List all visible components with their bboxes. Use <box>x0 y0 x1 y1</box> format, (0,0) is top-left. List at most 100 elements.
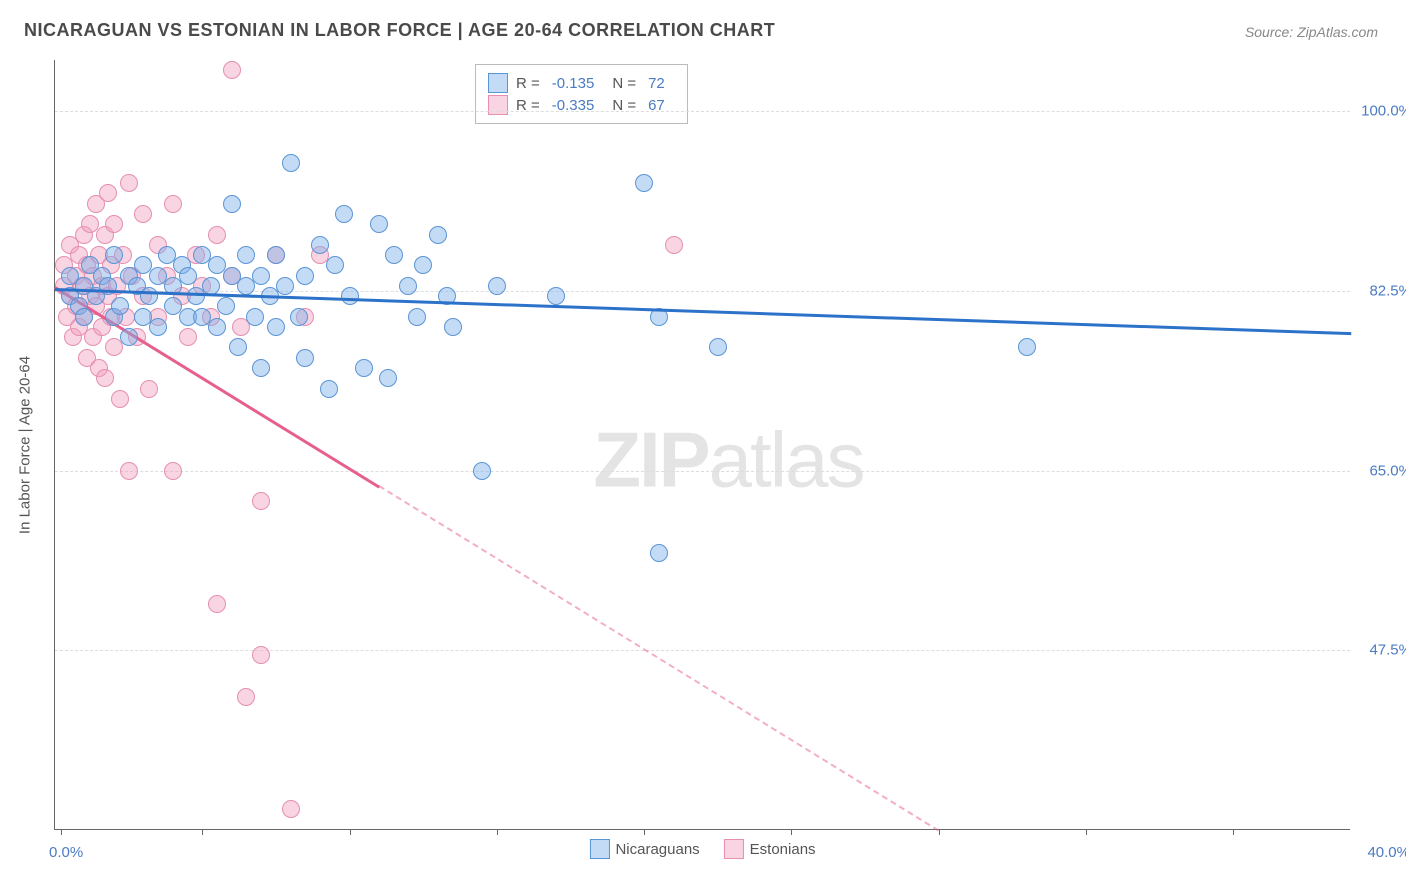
scatter-point <box>252 646 270 664</box>
scatter-point <box>665 236 683 254</box>
y-tick-label: 65.0% <box>1369 462 1406 479</box>
scatter-point <box>290 308 308 326</box>
y-tick-label: 100.0% <box>1361 103 1406 120</box>
scatter-point <box>379 369 397 387</box>
scatter-point <box>547 287 565 305</box>
y-tick-label: 82.5% <box>1369 283 1406 300</box>
legend-n-label: N = <box>612 75 636 92</box>
scatter-point <box>208 595 226 613</box>
scatter-point <box>276 277 294 295</box>
legend-swatch <box>488 73 508 93</box>
grid-line <box>55 650 1350 651</box>
scatter-point <box>120 174 138 192</box>
legend-series: Nicaraguans Estonians <box>589 839 815 859</box>
x-tick <box>644 829 645 835</box>
scatter-point <box>208 226 226 244</box>
scatter-point <box>326 256 344 274</box>
scatter-point <box>111 297 129 315</box>
scatter-point <box>444 318 462 336</box>
scatter-point <box>164 195 182 213</box>
scatter-point <box>408 308 426 326</box>
scatter-point <box>282 800 300 818</box>
watermark: ZIPatlas <box>593 414 863 505</box>
scatter-point <box>237 688 255 706</box>
scatter-point <box>223 61 241 79</box>
scatter-point <box>140 287 158 305</box>
grid-line <box>55 471 1350 472</box>
plot-area: In Labor Force | Age 20-64 R =-0.135N =7… <box>54 60 1350 830</box>
chart-title: NICARAGUAN VS ESTONIAN IN LABOR FORCE | … <box>24 20 775 41</box>
y-axis-title: In Labor Force | Age 20-64 <box>17 355 34 533</box>
scatter-point <box>252 359 270 377</box>
scatter-point <box>635 174 653 192</box>
legend-n-value: 72 <box>648 75 665 92</box>
scatter-point <box>650 544 668 562</box>
scatter-point <box>311 236 329 254</box>
scatter-point <box>75 308 93 326</box>
scatter-point <box>282 154 300 172</box>
scatter-point <box>120 328 138 346</box>
x-tick <box>350 829 351 835</box>
y-tick-label: 47.5% <box>1369 642 1406 659</box>
scatter-point <box>296 349 314 367</box>
x-tick <box>1086 829 1087 835</box>
scatter-point <box>1018 338 1036 356</box>
scatter-point <box>385 246 403 264</box>
x-tick <box>202 829 203 835</box>
scatter-point <box>335 205 353 223</box>
scatter-point <box>237 246 255 264</box>
legend-swatch <box>589 839 609 859</box>
legend-series-label: Nicaraguans <box>615 841 699 858</box>
regression-line <box>378 486 939 832</box>
x-tick <box>61 829 62 835</box>
legend-series-item: Nicaraguans <box>589 839 699 859</box>
scatter-point <box>217 297 235 315</box>
chart-container: NICARAGUAN VS ESTONIAN IN LABOR FORCE | … <box>0 0 1406 892</box>
scatter-point <box>229 338 247 356</box>
scatter-point <box>105 215 123 233</box>
legend-correlation-row: R = -0.135 N = 72 <box>488 73 675 93</box>
legend-series-item: Estonians <box>724 839 816 859</box>
scatter-point <box>355 359 373 377</box>
grid-line <box>55 111 1350 112</box>
x-axis-min-label: 0.0% <box>49 844 83 861</box>
scatter-point <box>709 338 727 356</box>
legend-correlation-box: R =-0.135N =72R =-0.335N =67 <box>475 64 688 124</box>
scatter-point <box>99 184 117 202</box>
scatter-point <box>105 246 123 264</box>
scatter-point <box>252 492 270 510</box>
scatter-point <box>134 205 152 223</box>
x-tick <box>791 829 792 835</box>
x-tick <box>1233 829 1234 835</box>
scatter-point <box>140 380 158 398</box>
scatter-point <box>320 380 338 398</box>
scatter-point <box>296 267 314 285</box>
scatter-point <box>252 267 270 285</box>
scatter-point <box>179 328 197 346</box>
scatter-point <box>370 215 388 233</box>
x-tick <box>497 829 498 835</box>
scatter-point <box>488 277 506 295</box>
scatter-point <box>399 277 417 295</box>
scatter-point <box>164 462 182 480</box>
source-label: Source: ZipAtlas.com <box>1245 24 1378 40</box>
scatter-point <box>120 462 138 480</box>
scatter-point <box>414 256 432 274</box>
scatter-point <box>179 267 197 285</box>
scatter-point <box>149 318 167 336</box>
scatter-point <box>267 318 285 336</box>
scatter-point <box>429 226 447 244</box>
legend-swatch <box>724 839 744 859</box>
legend-r-value: -0.135 <box>552 75 595 92</box>
legend-r-label: R = <box>516 75 540 92</box>
scatter-point <box>473 462 491 480</box>
scatter-point <box>111 390 129 408</box>
legend-series-label: Estonians <box>750 841 816 858</box>
scatter-point <box>246 308 264 326</box>
scatter-point <box>223 195 241 213</box>
scatter-point <box>341 287 359 305</box>
x-axis-max-label: 40.0% <box>1367 844 1406 861</box>
scatter-point <box>267 246 285 264</box>
scatter-point <box>208 318 226 336</box>
scatter-point <box>96 369 114 387</box>
